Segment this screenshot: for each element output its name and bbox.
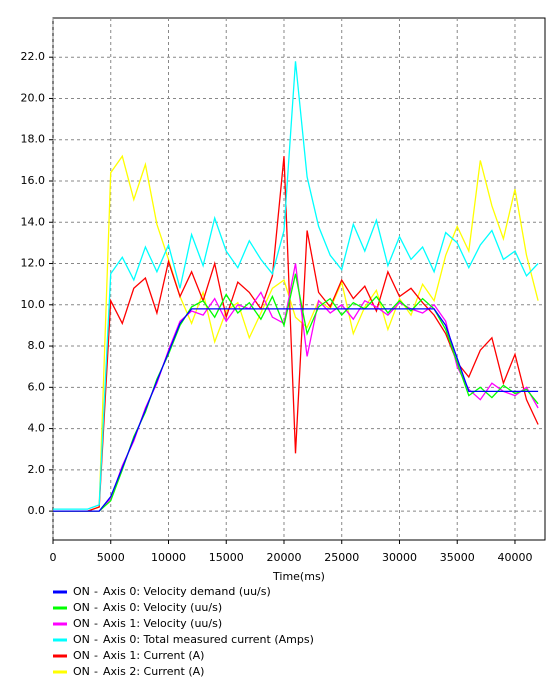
legend: ON - Axis 0: Velocity demand (uu/s)ON - Axis… <box>53 585 314 678</box>
legend-separator: - <box>94 617 98 630</box>
legend-state: ON <box>73 665 90 678</box>
legend-separator: - <box>94 665 98 678</box>
legend-label: Axis 1: Velocity (uu/s) <box>103 617 222 630</box>
y-tick-label: 4.0 <box>28 422 46 435</box>
legend-state: ON <box>73 617 90 630</box>
y-tick-label: 6.0 <box>28 380 46 393</box>
y-tick-label: 8.0 <box>28 339 46 352</box>
x-tick-label: 30000 <box>382 551 417 564</box>
y-tick-label: 20.0 <box>21 91 46 104</box>
series-line <box>53 263 539 512</box>
y-tick-label: 16.0 <box>21 174 46 187</box>
y-tick-label: 10.0 <box>21 298 46 311</box>
x-tick-label: 15000 <box>209 551 244 564</box>
legend-label: Axis 1: Current (A) <box>103 649 204 662</box>
x-tick-label: 10000 <box>151 551 186 564</box>
lines <box>53 61 539 512</box>
plot-area <box>52 17 546 541</box>
series-line <box>53 154 539 512</box>
legend-label: Axis 0: Velocity demand (uu/s) <box>103 585 271 598</box>
y-tick-label: 2.0 <box>28 463 46 476</box>
y-tick-label: 22.0 <box>21 50 46 63</box>
legend-label: Axis 0: Velocity (uu/s) <box>103 601 222 614</box>
y-tick-label: 12.0 <box>21 257 46 270</box>
legend-state: ON <box>73 601 90 614</box>
legend-state: ON <box>73 585 90 598</box>
series-line <box>53 61 539 510</box>
x-axis-label: Time(ms) <box>272 570 325 583</box>
legend-separator: - <box>94 633 98 646</box>
x-tick-label: 35000 <box>440 551 475 564</box>
x-tick-label: 25000 <box>324 551 359 564</box>
legend-state: ON <box>73 649 90 662</box>
legend-separator: - <box>94 585 98 598</box>
x-tick-label: 40000 <box>497 551 532 564</box>
legend-separator: - <box>94 649 98 662</box>
axes: 0.0 2.0 4.0 6.0 8.0 10.0 12.0 14.0 16.0 18.0 20.0 2… <box>21 50 533 564</box>
x-tick-label: 0 <box>50 551 57 564</box>
legend-label: Axis 0: Total measured current (Amps) <box>103 633 314 646</box>
legend-label: Axis 2: Current (A) <box>103 665 204 678</box>
series-line <box>53 273 539 512</box>
y-tick-label: 14.0 <box>21 215 46 228</box>
x-tick-label: 5000 <box>97 551 125 564</box>
series-line <box>53 308 539 512</box>
x-tick-label: 20000 <box>266 551 301 564</box>
legend-separator: - <box>94 601 98 614</box>
y-tick-label: 0.0 <box>28 504 46 517</box>
y-tick-label: 18.0 <box>21 133 46 146</box>
legend-state: ON <box>73 633 90 646</box>
